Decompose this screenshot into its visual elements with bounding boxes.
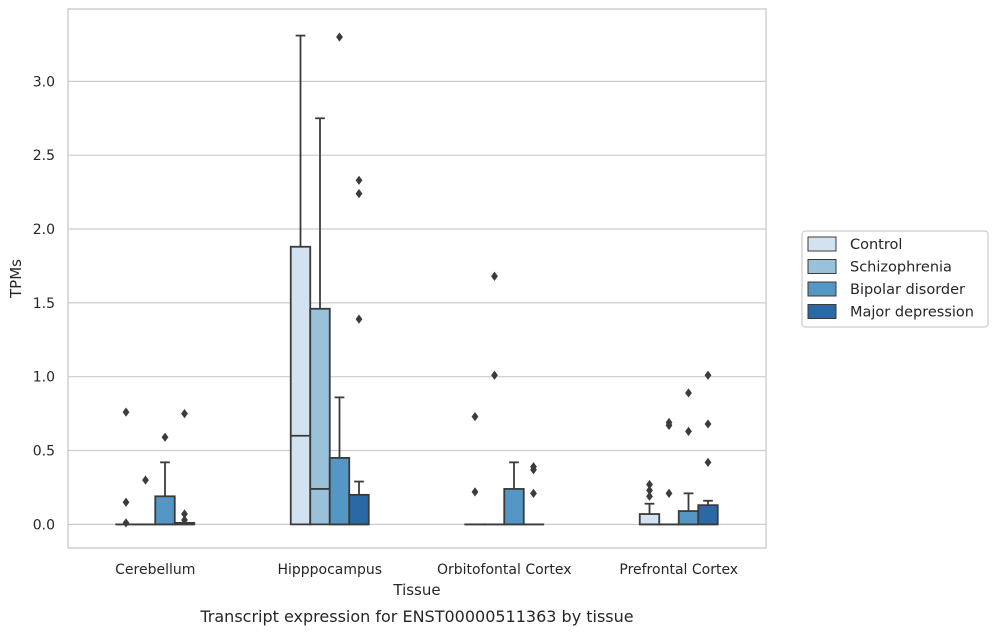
y-tick-label: 1.0 [33,370,55,386]
outlier-point [181,515,188,525]
legend-swatch [807,259,837,274]
box-control [638,479,661,526]
box-control [115,407,137,528]
figure-caption: Transcript expression for ENST0000051136… [199,607,633,626]
box-bipolar-disorder [677,388,700,526]
outlier-point [122,518,130,528]
outlier-point [685,388,692,398]
box-body [677,510,700,526]
box-bipolar-disorder [503,461,525,526]
x-tick-label: Hipppocampus [277,562,382,578]
outlier-point [471,487,479,497]
outlier-point [122,407,130,417]
x-axis-ticks: Cerebellum Hipppocampus Orbitofontal Corte… [115,562,738,578]
box-schizophrenia [309,117,331,526]
outlier-point [665,420,673,431]
outlier-point [685,426,692,436]
legend-label: Bipolar disorder [850,282,965,298]
legend-label: Schizophrenia [850,260,952,276]
box-control [464,411,486,526]
outlier-point [646,491,653,501]
box-body [503,488,525,526]
x-tick-label: Prefrontal Cortex [619,562,738,578]
legend-frame [801,230,989,328]
box-major-depression [348,175,370,526]
box-bipolar-disorder [154,432,176,526]
outlier-point [646,485,653,496]
box-bipolar-disorder [328,32,351,526]
y-axis-ticks: 0.0 0.5 1.0 1.5 2.0 2.5 3.0 [33,74,55,533]
outlier-point [471,411,479,422]
outlier-point [491,370,498,380]
box-schizophrenia [483,271,506,526]
box-major-depression [522,462,545,526]
outlier-point [530,465,537,475]
outlier-point [122,497,130,507]
box-body [328,457,351,526]
outlier-point [704,419,712,429]
y-tick-label: 1.5 [33,296,55,312]
box-body [348,493,370,526]
outlier-point [491,271,498,281]
box-major-depression [173,409,196,526]
box-body [289,245,312,526]
box-schizophrenia [134,475,157,526]
outlier-point [161,432,169,442]
box-control [289,34,312,526]
legend-label: Major depression [850,305,974,321]
y-tick-label: 0.5 [33,444,55,460]
outlier-point [665,488,673,498]
grid-lines [68,80,766,525]
y-axis-label: TPMs [7,259,25,299]
box-major-depression [697,370,719,526]
y-tick-label: 0.0 [33,517,55,533]
box-body [697,504,719,526]
legend-swatch [807,281,837,297]
legend-swatch [807,304,837,319]
y-tick-label: 2.5 [33,148,55,164]
x-tick-label: Orbitofontal Cortex [437,562,572,578]
plot-frame [67,8,767,549]
y-tick-label: 2.0 [33,222,55,238]
outlier-point [181,409,188,419]
outlier-point [530,488,537,498]
legend-label: Control [850,237,902,253]
box-plot-series [115,32,719,528]
outlier-point [355,314,363,324]
x-tick-label: Cerebellum [115,562,195,578]
outlier-point [355,188,363,199]
box-body [309,307,331,526]
outlier-point [355,175,363,185]
outlier-point [181,509,188,519]
x-axis-label: Tissue [392,581,440,599]
box-body [154,495,176,526]
outlier-point [704,370,712,380]
outlier-point [646,479,653,490]
outlier-point [704,457,712,467]
box-schizophrenia [658,417,680,526]
y-tick-label: 3.0 [33,74,55,90]
outlier-point [336,32,343,42]
legend-swatch [807,236,837,252]
legend: Control Schizophrenia Bipolar disorder Majo… [801,230,989,328]
box-body [638,513,661,526]
outlier-point [142,475,149,485]
